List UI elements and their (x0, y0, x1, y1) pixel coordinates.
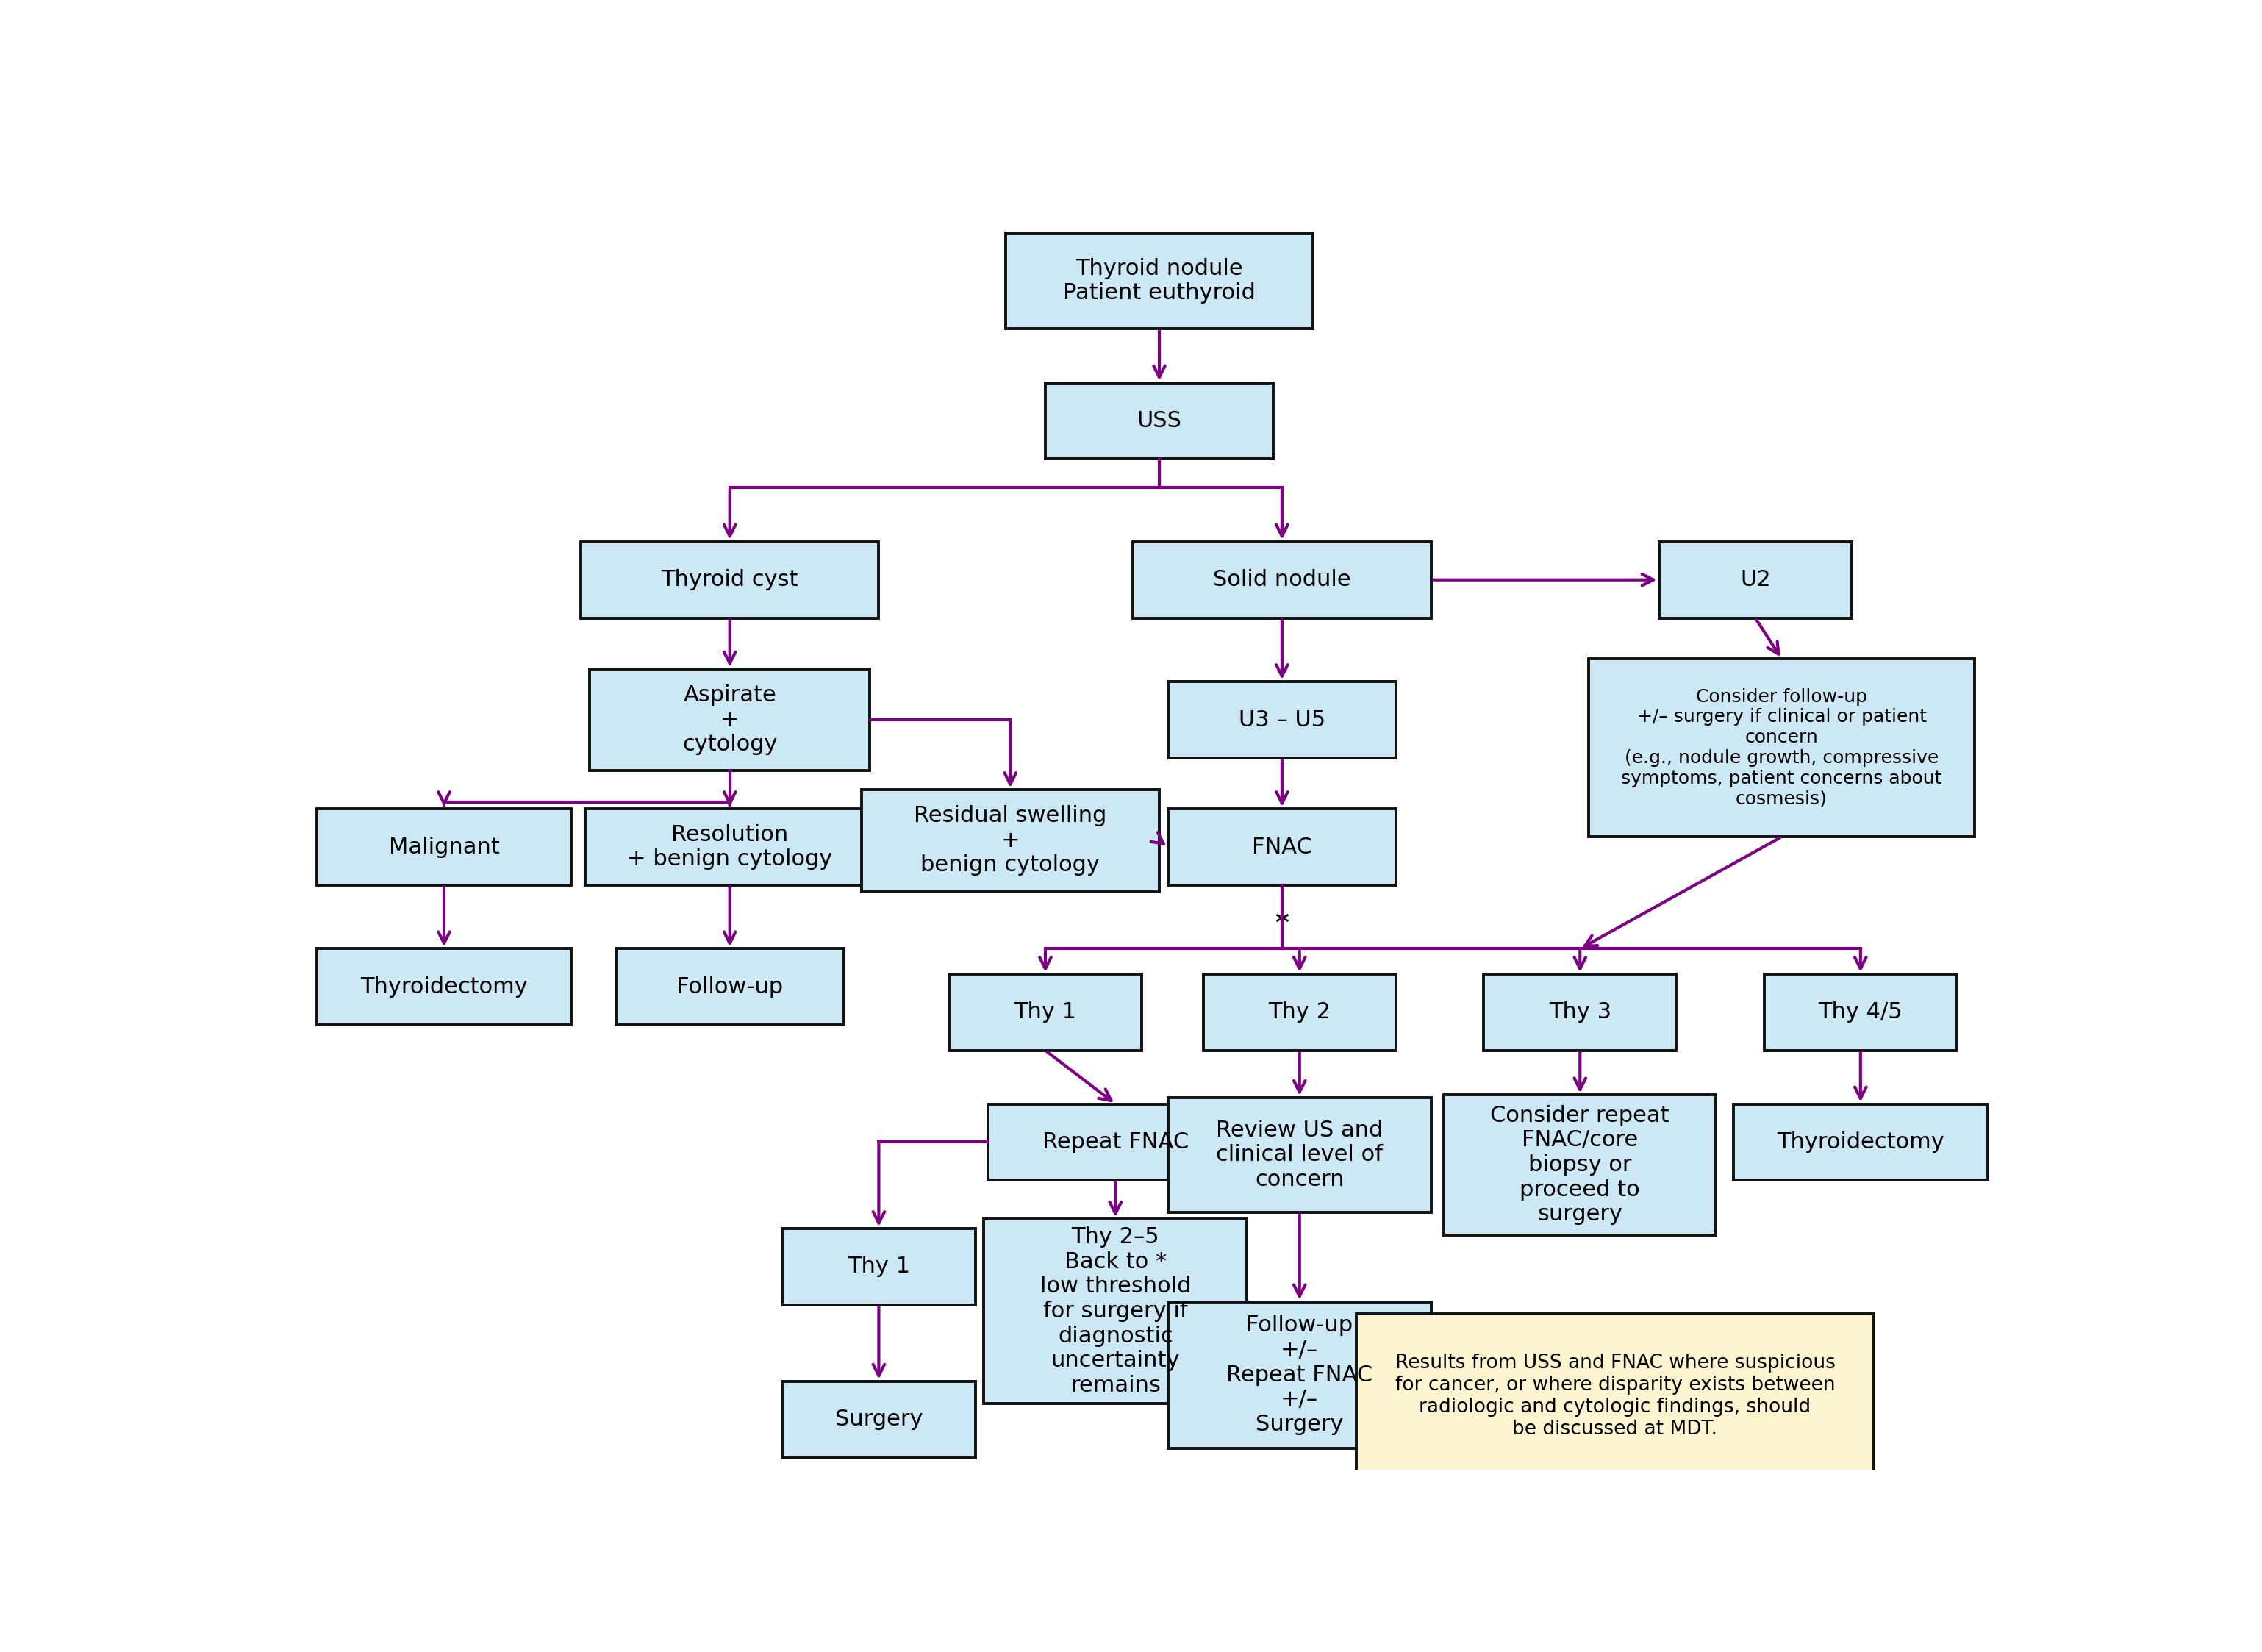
FancyBboxPatch shape (1658, 542, 1853, 618)
FancyBboxPatch shape (1764, 975, 1957, 1051)
Text: Thy 4/5: Thy 4/5 (1819, 1001, 1902, 1023)
FancyBboxPatch shape (1588, 659, 1975, 838)
Text: Thy 1: Thy 1 (848, 1256, 909, 1277)
Text: Thy 3: Thy 3 (1549, 1001, 1611, 1023)
FancyBboxPatch shape (1443, 1095, 1717, 1236)
Text: Residual swelling
+
benign cytology: Residual swelling + benign cytology (914, 805, 1106, 876)
Text: Aspirate
+
cytology: Aspirate + cytology (683, 684, 778, 755)
Text: Malignant: Malignant (389, 836, 500, 857)
FancyBboxPatch shape (862, 790, 1160, 892)
Text: Thyroid nodule
Patient euthyroid: Thyroid nodule Patient euthyroid (1063, 258, 1255, 304)
Text: Repeat FNAC: Repeat FNAC (1043, 1132, 1190, 1153)
FancyBboxPatch shape (1484, 975, 1676, 1051)
Text: Thyroidectomy: Thyroidectomy (1776, 1132, 1945, 1153)
FancyBboxPatch shape (317, 809, 570, 885)
Text: Follow-up
+/–
Repeat FNAC
+/–
Surgery: Follow-up +/– Repeat FNAC +/– Surgery (1226, 1315, 1373, 1436)
FancyBboxPatch shape (1167, 682, 1396, 758)
Text: Surgery: Surgery (835, 1409, 923, 1431)
FancyBboxPatch shape (615, 948, 844, 1024)
Text: Thy 2: Thy 2 (1269, 1001, 1330, 1023)
FancyBboxPatch shape (317, 948, 570, 1024)
FancyBboxPatch shape (590, 669, 871, 770)
FancyBboxPatch shape (1203, 975, 1396, 1051)
FancyBboxPatch shape (1733, 1104, 1988, 1180)
FancyBboxPatch shape (783, 1229, 975, 1305)
Text: Solid nodule: Solid nodule (1212, 570, 1350, 590)
FancyBboxPatch shape (581, 542, 878, 618)
Text: U3 – U5: U3 – U5 (1240, 709, 1326, 730)
Text: U2: U2 (1739, 570, 1771, 590)
Text: USS: USS (1138, 410, 1181, 431)
FancyBboxPatch shape (1133, 542, 1432, 618)
Text: Follow-up: Follow-up (676, 976, 783, 998)
FancyBboxPatch shape (1167, 1302, 1432, 1449)
FancyBboxPatch shape (783, 1381, 975, 1457)
FancyBboxPatch shape (1357, 1313, 1873, 1479)
Text: Thyroidectomy: Thyroidectomy (360, 976, 527, 998)
Text: *: * (1276, 910, 1289, 935)
FancyBboxPatch shape (950, 975, 1142, 1051)
Text: Thyroid cyst: Thyroid cyst (661, 570, 798, 590)
Text: FNAC: FNAC (1251, 836, 1312, 857)
Text: Consider repeat
FNAC/core
biopsy or
proceed to
surgery: Consider repeat FNAC/core biopsy or proc… (1491, 1105, 1669, 1226)
Text: Thy 1: Thy 1 (1013, 1001, 1077, 1023)
FancyBboxPatch shape (1167, 809, 1396, 885)
Text: Resolution
+ benign cytology: Resolution + benign cytology (627, 824, 832, 871)
FancyBboxPatch shape (988, 1104, 1242, 1180)
Text: Thy 2–5
Back to *
low threshold
for surgery if
diagnostic
uncertainty
remains: Thy 2–5 Back to * low threshold for surg… (1041, 1226, 1190, 1396)
Text: Consider follow-up
+/– surgery if clinical or patient
concern
(e.g., nodule grow: Consider follow-up +/– surgery if clinic… (1622, 687, 1943, 808)
Text: Results from USS and FNAC where suspicious
for cancer, or where disparity exists: Results from USS and FNAC where suspicio… (1396, 1355, 1834, 1439)
FancyBboxPatch shape (1167, 1097, 1432, 1213)
FancyBboxPatch shape (984, 1219, 1246, 1404)
Text: Review US and
clinical level of
concern: Review US and clinical level of concern (1217, 1120, 1382, 1189)
FancyBboxPatch shape (1045, 383, 1274, 459)
FancyBboxPatch shape (586, 809, 875, 885)
FancyBboxPatch shape (1007, 233, 1312, 329)
